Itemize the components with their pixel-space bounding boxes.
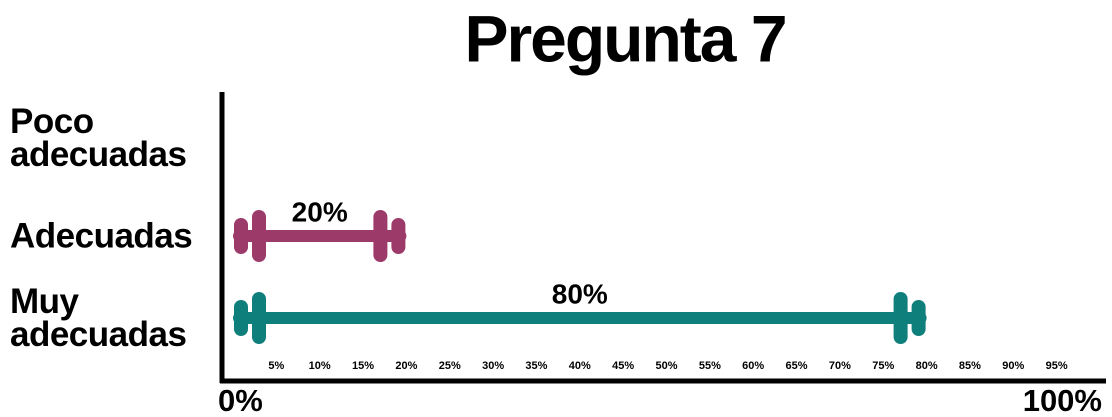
weight-plate	[391, 218, 406, 254]
x-tick-label: 95%	[1046, 360, 1068, 372]
x-tick-label: 30%	[482, 360, 504, 372]
x-tick-label: 70%	[829, 360, 851, 372]
x-tick-label: 45%	[612, 360, 634, 372]
category-label: Poco adecuadas	[10, 102, 187, 174]
x-tick-label: 15%	[352, 360, 374, 372]
weight-plate	[234, 300, 248, 336]
x-tick-label: 100%	[1023, 383, 1102, 417]
x-tick-label: 60%	[742, 360, 764, 372]
value-label: 20%	[292, 196, 348, 227]
x-tick-label: 10%	[309, 360, 331, 372]
x-tick-label: 85%	[959, 360, 981, 372]
x-tick-label: 65%	[786, 360, 808, 372]
weight-plate	[252, 292, 266, 344]
bar	[233, 230, 407, 242]
weight-plate	[893, 292, 908, 344]
value-label: 80%	[552, 278, 608, 309]
x-tick-label: 80%	[916, 360, 938, 372]
x-tick-label: 90%	[1002, 360, 1024, 372]
x-tick-label: 35%	[525, 360, 547, 372]
chart-title: Pregunta 7	[464, 1, 785, 75]
x-tick-label: 5%	[268, 360, 284, 372]
x-tick-label: 50%	[655, 360, 677, 372]
x-tick-label: 55%	[699, 360, 721, 372]
category-label: Adecuadas	[10, 216, 193, 256]
weight-plate	[234, 218, 248, 254]
x-tick-label: 40%	[569, 360, 591, 372]
x-tick-label: 0%	[218, 383, 263, 417]
weight-plate	[911, 300, 926, 336]
x-tick-label: 20%	[395, 360, 417, 372]
weight-plate	[373, 210, 388, 262]
x-tick-label: 25%	[439, 360, 461, 372]
x-tick-label: 75%	[872, 360, 894, 372]
category-label: Muy adecuadas	[10, 282, 187, 354]
weight-plate	[252, 210, 266, 262]
bar	[233, 312, 927, 324]
